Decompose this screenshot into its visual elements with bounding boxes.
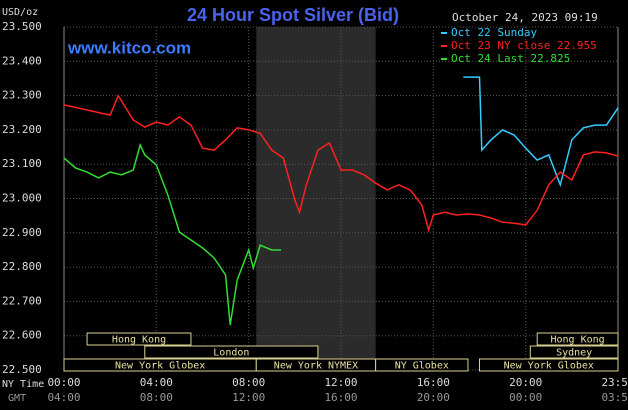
- gmt-tick-label: 03:59: [601, 391, 628, 404]
- x-row-label: NY Time: [2, 379, 44, 390]
- session-label: Hong Kong: [112, 335, 166, 346]
- y-tick-label: 22.600: [2, 329, 42, 342]
- legend-label: Oct 22 Sunday: [451, 26, 537, 39]
- legend-label: Oct 23 NY close 22.955: [451, 39, 597, 52]
- session-bar: [86, 332, 192, 346]
- session-label: Hong Kong: [551, 335, 605, 346]
- x-tick-label: 12:00: [324, 376, 357, 389]
- x-tick-label: 20:00: [509, 376, 542, 389]
- series-line: [463, 76, 619, 188]
- y-unit: USD/oz: [2, 7, 38, 18]
- series-line: [63, 142, 281, 326]
- gmt-tick-label: 08:00: [140, 391, 173, 404]
- y-tick-label: 23.300: [2, 89, 42, 102]
- x-row-label: GMT: [8, 393, 26, 404]
- session-bar: [375, 358, 469, 372]
- y-tick-label: 23.100: [2, 157, 42, 170]
- session-label: New York Globex: [115, 361, 205, 372]
- x-tick-label: 04:00: [140, 376, 173, 389]
- session-label: NY Globex: [395, 361, 449, 372]
- y-tick-label: 23.200: [2, 123, 42, 136]
- session-label: New York NYMEX: [274, 361, 358, 372]
- session-label: New York Globex: [504, 361, 594, 372]
- site-label: www.kitco.com: [67, 38, 191, 57]
- gmt-tick-label: 04:00: [47, 391, 80, 404]
- legend-label: Oct 24 Last 22.825: [451, 52, 570, 65]
- x-tick-label: 00:00: [47, 376, 80, 389]
- gmt-tick-label: 12:00: [232, 391, 265, 404]
- y-tick-label: 23.000: [2, 192, 42, 205]
- series-line: [63, 93, 619, 233]
- timestamp: October 24, 2023 09:19: [452, 11, 598, 24]
- session-bar: [479, 358, 619, 372]
- gmt-tick-label: 00:00: [509, 391, 542, 404]
- gmt-tick-label: 16:00: [324, 391, 357, 404]
- session-bar: [529, 345, 619, 359]
- chart-title: 24 Hour Spot Silver (Bid): [187, 5, 399, 25]
- y-tick-label: 23.500: [2, 20, 42, 33]
- x-tick-label: 08:00: [232, 376, 265, 389]
- y-tick-label: 22.900: [2, 226, 42, 239]
- session-bar: [536, 332, 619, 346]
- gmt-tick-label: 20:00: [417, 391, 450, 404]
- y-tick-label: 22.500: [2, 363, 42, 376]
- session-bar: [144, 345, 319, 359]
- session-label: Sydney: [556, 348, 592, 359]
- y-tick-label: 23.400: [2, 54, 42, 67]
- y-tick-label: 22.700: [2, 294, 42, 307]
- x-tick-label: 16:00: [417, 376, 450, 389]
- session-label: London: [213, 348, 249, 359]
- y-tick-label: 22.800: [2, 260, 42, 273]
- x-tick-label: 23:59: [601, 376, 628, 389]
